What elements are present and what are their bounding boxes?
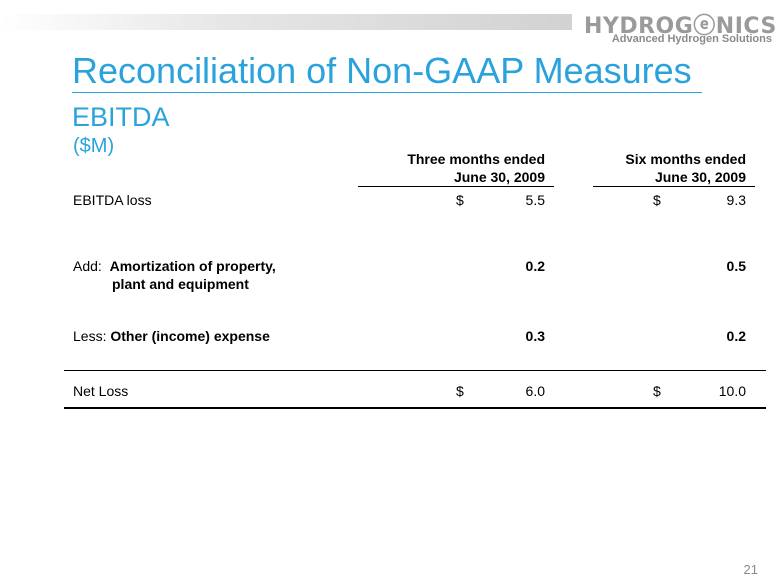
row-label-continued: plant and equipment	[112, 276, 249, 292]
value-three-months: 5.5	[525, 192, 545, 208]
row-label: Amortization of property,	[109, 258, 276, 274]
page-title: Reconciliation of Non-GAAP Measures	[72, 50, 692, 91]
column-header-line: Six months ended	[625, 151, 746, 167]
column-header-rule	[358, 186, 554, 187]
row-label-other-expense: Less: Other (income) expense	[73, 327, 270, 345]
dollar-sign: $	[653, 192, 661, 208]
column-header-rule	[593, 186, 755, 187]
dollar-sign: $	[456, 192, 464, 208]
value-three-months: 0.2	[525, 258, 545, 274]
row-label-net-loss: Net Loss	[73, 382, 128, 400]
row-prefix: Less:	[73, 328, 111, 344]
value-three-months: 0.3	[525, 328, 545, 344]
logo-wordmark: HYDROGⓔNICS	[584, 14, 777, 39]
page-number: 21	[743, 562, 758, 577]
value-six-months: 0.5	[726, 258, 746, 274]
table-rule	[64, 370, 766, 371]
value-three-months: 6.0	[525, 383, 545, 399]
row-label: Other (income) expense	[110, 328, 270, 344]
logo-tagline: Advanced Hydrogen Solutions	[611, 33, 772, 45]
column-header-line: June 30, 2009	[453, 169, 545, 185]
value-six-months: 9.3	[726, 192, 746, 208]
value-six-months: 10.0	[718, 383, 746, 399]
value-six-months: 0.2	[726, 328, 746, 344]
row-label-amortization: Add: Amortization of property, plant and…	[73, 257, 276, 293]
company-logo: HYDROGⓔNICS Advanced Hydrogen Solutions	[584, 8, 777, 48]
table-total-rule	[64, 407, 766, 409]
section-subtitle: EBITDA	[72, 102, 170, 132]
row-label-ebitda-loss: EBITDA loss	[73, 191, 152, 209]
row-label: EBITDA loss	[73, 192, 152, 208]
dollar-sign: $	[653, 383, 661, 399]
column-header-three-months: Three months ended June 30, 2009	[360, 150, 545, 186]
column-header-six-months: Six months ended June 30, 2009	[595, 150, 746, 186]
unit-label: ($M)	[73, 135, 115, 157]
column-header-line: June 30, 2009	[654, 169, 746, 185]
row-prefix: Add:	[73, 258, 110, 274]
row-label: Net Loss	[73, 383, 129, 399]
dollar-sign: $	[456, 383, 464, 399]
column-header-line: Three months ended	[407, 151, 545, 167]
top-gradient-bar	[0, 14, 572, 30]
title-underline	[72, 92, 702, 93]
